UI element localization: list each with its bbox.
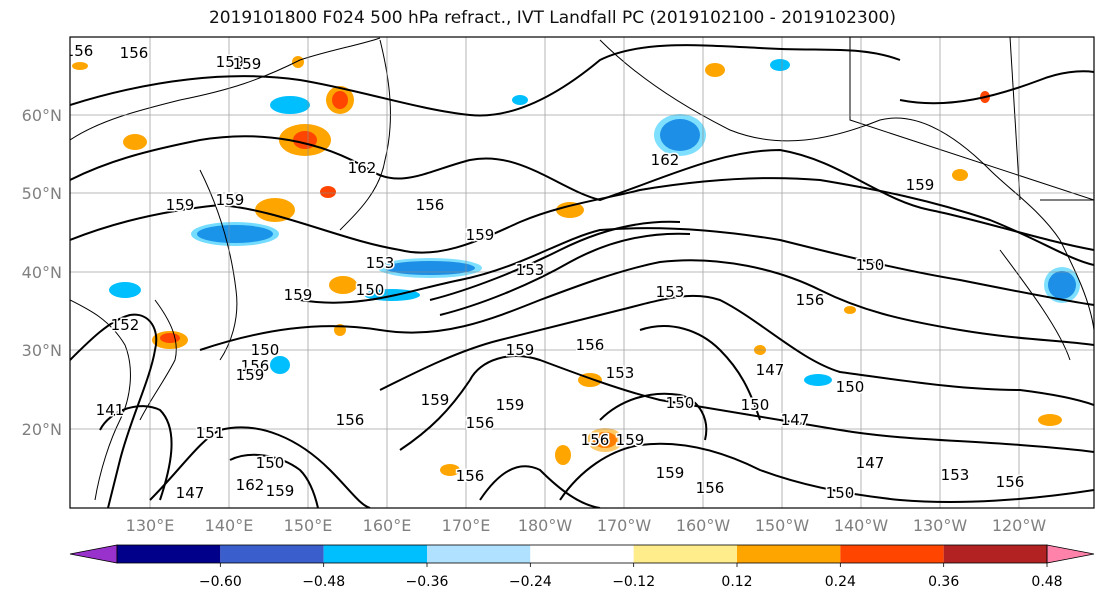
colorbar-tick-label: 0.12: [721, 574, 752, 590]
contour-label: 150: [836, 378, 865, 396]
contour-label: 162: [236, 476, 265, 494]
colorbar-swatch: [943, 545, 1047, 563]
latitude-labels: 60°N 50°N 40°N 30°N 20°N: [22, 106, 62, 439]
lat-label: 40°N: [22, 263, 62, 282]
colorbar-tick-label: 0.24: [825, 574, 856, 590]
lon-label: 130°W: [913, 516, 968, 535]
contour-label: 153: [606, 364, 635, 382]
contour-label: 156: [120, 44, 149, 62]
lat-label: 60°N: [22, 106, 62, 125]
contour-label: 156: [996, 473, 1025, 491]
lon-label: 140°W: [834, 516, 889, 535]
contour-label: 159: [1101, 86, 1105, 104]
contour-label: 156: [796, 291, 825, 309]
colorbar-swatch: [323, 545, 427, 563]
contour-label: 156: [581, 431, 610, 449]
contour-label: 156: [336, 411, 365, 429]
contour-label: 159: [906, 176, 935, 194]
map-title: 2019101800 F024 500 hPa refract., IVT La…: [208, 8, 896, 28]
contour-label: 159: [216, 191, 245, 209]
contour-label: 156: [241, 357, 270, 375]
contour-label: 159: [233, 55, 262, 73]
contour-label: 159: [266, 482, 295, 500]
contour-label: 153: [366, 254, 395, 272]
anomaly-shading: [72, 56, 1080, 476]
contour-label: 147: [781, 411, 810, 429]
contour-label: 153: [941, 466, 970, 484]
lon-label: 180°W: [518, 516, 573, 535]
contour-label: 156: [696, 479, 725, 497]
lon-label: 170°W: [597, 516, 652, 535]
colorbar-swatch: [220, 545, 324, 563]
colorbar-tick-label: 0.36: [928, 574, 959, 590]
colorbar-arrow-left: [69, 544, 118, 564]
lon-label: 160°W: [676, 516, 731, 535]
contour-label: 159: [166, 196, 195, 214]
contour-label: 159: [496, 396, 525, 414]
lon-label: 150°E: [284, 516, 333, 535]
contour-label: 156: [416, 196, 445, 214]
contour-label: 159: [284, 286, 313, 304]
contour-label: 152: [111, 316, 140, 334]
contour-label: 147: [176, 484, 205, 502]
contour-label: 153: [656, 283, 685, 301]
colorbar-swatch: [530, 545, 634, 563]
contour-label: 159: [656, 464, 685, 482]
contour-label: 162: [348, 159, 377, 177]
lon-label: 120°W: [992, 516, 1047, 535]
contour-label: 150: [666, 394, 695, 412]
contour-label: 159: [466, 226, 495, 244]
contour-labels: 1591591561561621621591591591561591531531…: [65, 41, 1105, 504]
colorbar-tick-labels: −0.60 −0.48 −0.36 −0.24 −0.12 0.12 0.24 0.36 0.4…: [199, 563, 1063, 590]
longitude-labels: 130°E 140°E 150°E 160°E 170°E 180°W 170°W 160°W…: [126, 516, 1047, 535]
map-frame: [69, 36, 1095, 509]
colorbar-swatch: [427, 545, 531, 563]
contour-label: 156: [456, 467, 485, 485]
lat-label: 30°N: [22, 341, 62, 360]
colorbar-tick-label: 0.48: [1031, 574, 1062, 590]
contour-label: 147: [856, 454, 885, 472]
colorbar-tick-label: −0.36: [406, 574, 449, 590]
contour-label: 151: [196, 424, 225, 442]
lat-label: 20°N: [22, 420, 62, 439]
lat-label: 50°N: [22, 184, 62, 203]
lon-label: 170°E: [442, 516, 491, 535]
contour-label: 150: [251, 341, 280, 359]
lon-label: 150°W: [755, 516, 810, 535]
colorbar-swatch: [633, 545, 737, 563]
contour-label: 159: [421, 391, 450, 409]
contour-label: 141: [96, 401, 125, 419]
contour-label: 162: [651, 151, 680, 169]
lon-label: 160°E: [363, 516, 412, 535]
lon-label: 130°E: [126, 516, 175, 535]
contour-label: 150: [356, 281, 385, 299]
colorbar-tick-label: −0.60: [199, 574, 242, 590]
colorbar-tick-label: −0.24: [509, 574, 552, 590]
colorbar: [69, 544, 1095, 564]
colorbar-swatch: [117, 545, 221, 563]
refractivity-contours: [70, 44, 1094, 508]
contour-label: 150: [856, 256, 885, 274]
colorbar-swatch: [737, 545, 841, 563]
contour-label: 159: [216, 53, 245, 71]
colorbar-tick-label: −0.48: [302, 574, 345, 590]
colorbar-outline: [116, 544, 1048, 564]
contour-label: 150: [741, 396, 770, 414]
contour-label: 159: [506, 341, 535, 359]
contour-label: 156: [65, 42, 94, 60]
colorbar-arrow-right: [1046, 544, 1095, 564]
contour-label: 159: [616, 431, 645, 449]
contour-label: 159: [236, 366, 265, 384]
contour-label: 147: [756, 361, 785, 379]
contour-label: 156: [576, 336, 605, 354]
colorbar-swatch: [840, 545, 944, 563]
colorbar-tick-label: −0.12: [612, 574, 655, 590]
lon-label: 140°E: [205, 516, 254, 535]
contour-label: 150: [256, 454, 285, 472]
contour-label: 153: [516, 261, 545, 279]
contour-label: 150: [826, 484, 855, 502]
contour-label: 156: [466, 414, 495, 432]
